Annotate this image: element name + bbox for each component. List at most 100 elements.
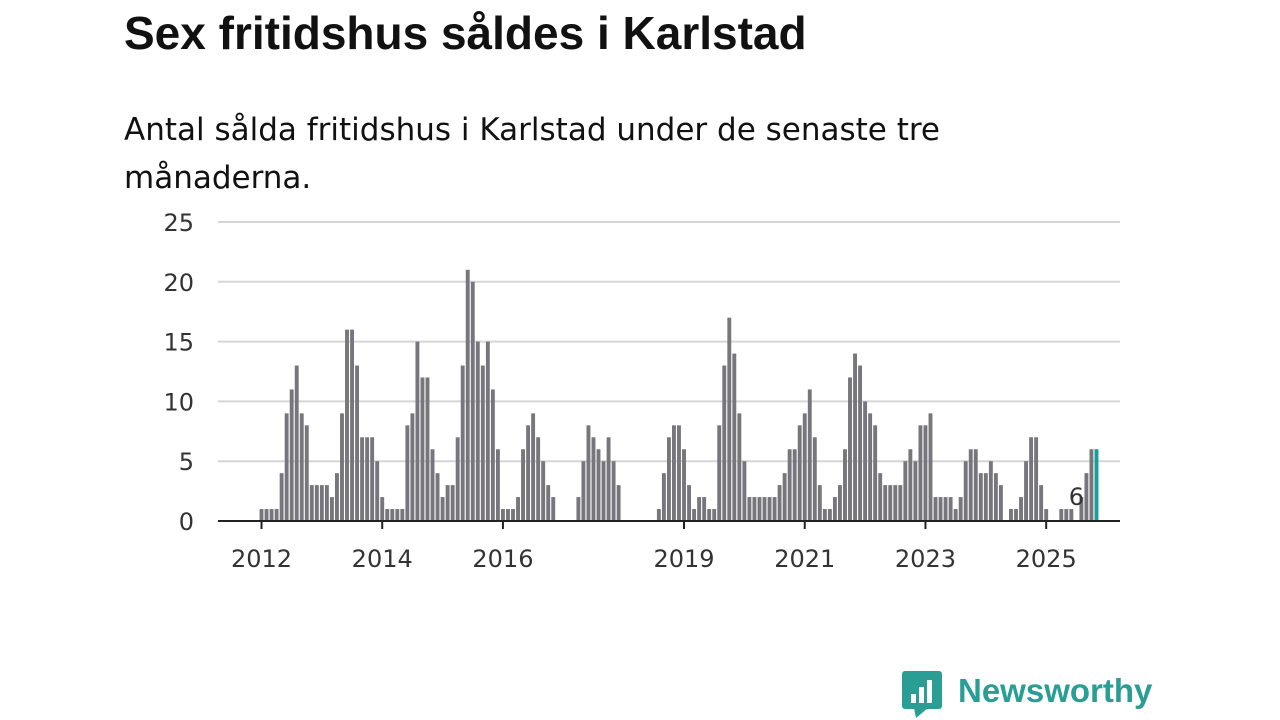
bar: [521, 449, 526, 521]
bar: [576, 497, 581, 521]
bar: [863, 401, 868, 521]
bar: [506, 509, 510, 521]
bar: [822, 509, 827, 521]
bar: [827, 509, 832, 521]
bar: [682, 449, 686, 521]
bar: [299, 413, 304, 521]
bar: [792, 449, 797, 521]
bar: [541, 461, 546, 521]
bar: [425, 377, 430, 521]
x-tick-label: 2014: [352, 545, 413, 573]
bar: [591, 437, 596, 521]
bar: [390, 509, 395, 521]
y-tick-label: 20: [163, 269, 194, 297]
bar: [304, 425, 309, 521]
bar: [365, 437, 370, 521]
bar: [360, 437, 365, 521]
bar: [586, 425, 591, 521]
bar: [500, 509, 505, 521]
bar: [269, 509, 274, 521]
bar: [400, 509, 405, 521]
bar: [727, 317, 732, 521]
bar: [747, 497, 752, 521]
x-tick-label: 2025: [1016, 545, 1077, 573]
bar: [1059, 509, 1064, 521]
bar: [757, 497, 762, 521]
bar: [526, 425, 531, 521]
y-tick-label: 10: [163, 388, 194, 416]
bar: [903, 461, 908, 521]
bar: [817, 485, 822, 521]
bar: [1014, 509, 1018, 521]
bar: [838, 485, 842, 521]
bar: [878, 473, 883, 521]
y-tick-label: 25: [163, 209, 194, 237]
bar: [485, 341, 490, 521]
bar: [898, 485, 903, 521]
bar: [440, 497, 445, 521]
bar: [742, 461, 747, 521]
bar: [490, 389, 495, 521]
axes: [218, 520, 1120, 529]
bar: [787, 449, 792, 521]
bar: [546, 485, 551, 521]
bar: [943, 497, 948, 521]
bar: [767, 497, 772, 521]
bar: [289, 389, 294, 521]
bar: [1044, 509, 1049, 521]
bar: [998, 485, 1003, 521]
bar: [802, 413, 807, 521]
bar: [948, 497, 953, 521]
bar: [797, 425, 802, 521]
y-tick-label: 5: [179, 448, 194, 476]
x-tick-label: 2021: [774, 545, 835, 573]
bar: [435, 473, 440, 521]
bar: [672, 425, 676, 521]
bar: [918, 425, 923, 521]
bar: [983, 473, 988, 521]
bar: [345, 329, 349, 521]
bar: [1039, 485, 1044, 521]
bar: [978, 473, 983, 521]
bar: [335, 473, 339, 521]
bar: [782, 473, 787, 521]
bar: [938, 497, 943, 521]
bar: [832, 497, 837, 521]
bar: [687, 485, 691, 521]
bar: [616, 485, 621, 521]
bar: [475, 341, 480, 521]
bar: [450, 485, 455, 521]
bar: [772, 497, 777, 521]
bar: [777, 485, 782, 521]
bar: [958, 497, 963, 521]
bar: [762, 497, 767, 521]
bar: [284, 413, 289, 521]
bar: [596, 449, 601, 521]
bar: [314, 485, 319, 521]
bar: [1089, 449, 1094, 521]
y-tick-label: 0: [179, 508, 194, 536]
bar: [953, 509, 958, 521]
bar: [923, 425, 928, 521]
bar: [697, 497, 702, 521]
bar: [1084, 473, 1089, 521]
bar: [1029, 437, 1034, 521]
bar: [812, 437, 817, 521]
bars: [259, 269, 1099, 521]
bar: [722, 365, 727, 521]
bar: [732, 353, 737, 521]
bar: [551, 497, 556, 521]
bar: [470, 281, 475, 521]
bar: [933, 497, 938, 521]
bar: [752, 497, 757, 521]
x-tick-label: 2019: [653, 545, 714, 573]
bar: [340, 413, 344, 521]
bar: [1034, 437, 1039, 521]
bar: [858, 365, 863, 521]
bar: [460, 365, 465, 521]
bar: [717, 425, 722, 521]
bar: [264, 509, 269, 521]
bar: [355, 365, 360, 521]
bar: [274, 509, 279, 521]
